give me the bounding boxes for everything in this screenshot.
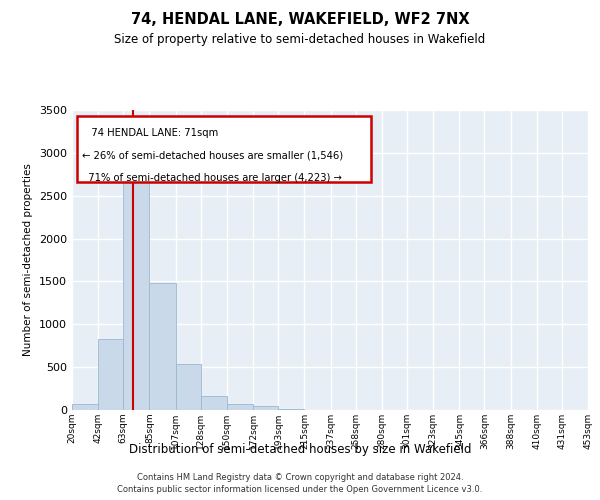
Bar [123,170,149,410]
Bar [98,339,123,410]
Text: Size of property relative to semi-detached houses in Wakefield: Size of property relative to semi-detach… [115,32,485,46]
Bar [201,396,227,410]
Bar [149,283,176,410]
Text: 71% of semi-detached houses are larger (4,223) →: 71% of semi-detached houses are larger (… [82,173,342,183]
Bar [72,404,98,410]
Y-axis label: Number of semi-detached properties: Number of semi-detached properties [23,164,34,356]
FancyBboxPatch shape [77,116,371,182]
Bar [253,406,278,410]
Text: Distribution of semi-detached houses by size in Wakefield: Distribution of semi-detached houses by … [129,442,471,456]
Text: Contains public sector information licensed under the Open Government Licence v3: Contains public sector information licen… [118,485,482,494]
Text: ← 26% of semi-detached houses are smaller (1,546): ← 26% of semi-detached houses are smalle… [82,150,343,160]
Text: 74 HENDAL LANE: 71sqm: 74 HENDAL LANE: 71sqm [82,128,218,138]
Bar [227,404,253,410]
Bar [278,409,304,410]
Text: Contains HM Land Registry data © Crown copyright and database right 2024.: Contains HM Land Registry data © Crown c… [137,472,463,482]
Text: 74, HENDAL LANE, WAKEFIELD, WF2 7NX: 74, HENDAL LANE, WAKEFIELD, WF2 7NX [131,12,469,28]
Bar [176,364,201,410]
